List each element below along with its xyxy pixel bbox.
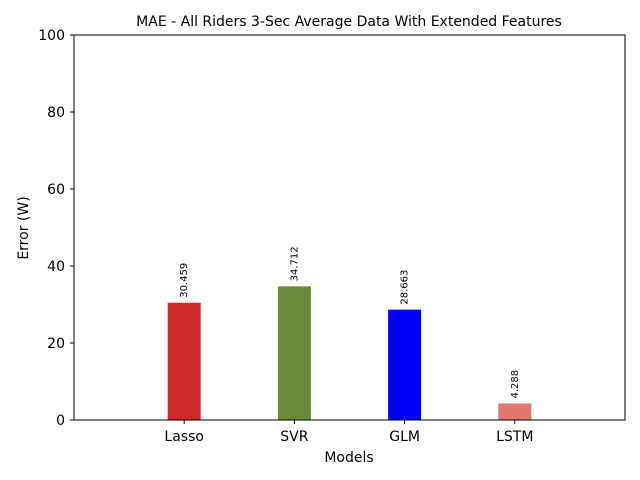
plot-area: 30.459 34.712 28.663 4.288 0 20 40 60 80 100 Lasso… <box>38 28 626 445</box>
y-tick-label: 40 <box>47 259 65 275</box>
x-tick-label-lstm: LSTM <box>496 429 533 445</box>
bar-lstm <box>498 403 532 420</box>
y-axis-label: Error (W) <box>16 196 32 259</box>
data-label-svr: 34.712 <box>289 246 300 281</box>
y-tick-label: 0 <box>56 413 65 429</box>
data-label-lstm: 4.288 <box>510 370 521 399</box>
x-tick-label-lasso: Lasso <box>164 429 204 445</box>
chart-title: MAE - All Riders 3-Sec Average Data With… <box>136 14 562 30</box>
bar-svr <box>277 286 311 420</box>
x-tick-label-svr: SVR <box>280 429 308 445</box>
bar-lasso <box>167 302 201 420</box>
data-label-glm: 28.663 <box>400 270 411 305</box>
y-tick-label: 60 <box>47 182 65 198</box>
bar-glm <box>388 309 422 420</box>
y-tick-label: 20 <box>47 336 65 352</box>
y-tick-label: 80 <box>47 105 65 121</box>
x-tick-label-glm: GLM <box>389 429 420 445</box>
axes-frame <box>73 34 626 421</box>
y-tick-label: 100 <box>38 28 65 44</box>
x-axis-label: Models <box>324 450 373 466</box>
data-label-lasso: 30.459 <box>179 263 190 298</box>
